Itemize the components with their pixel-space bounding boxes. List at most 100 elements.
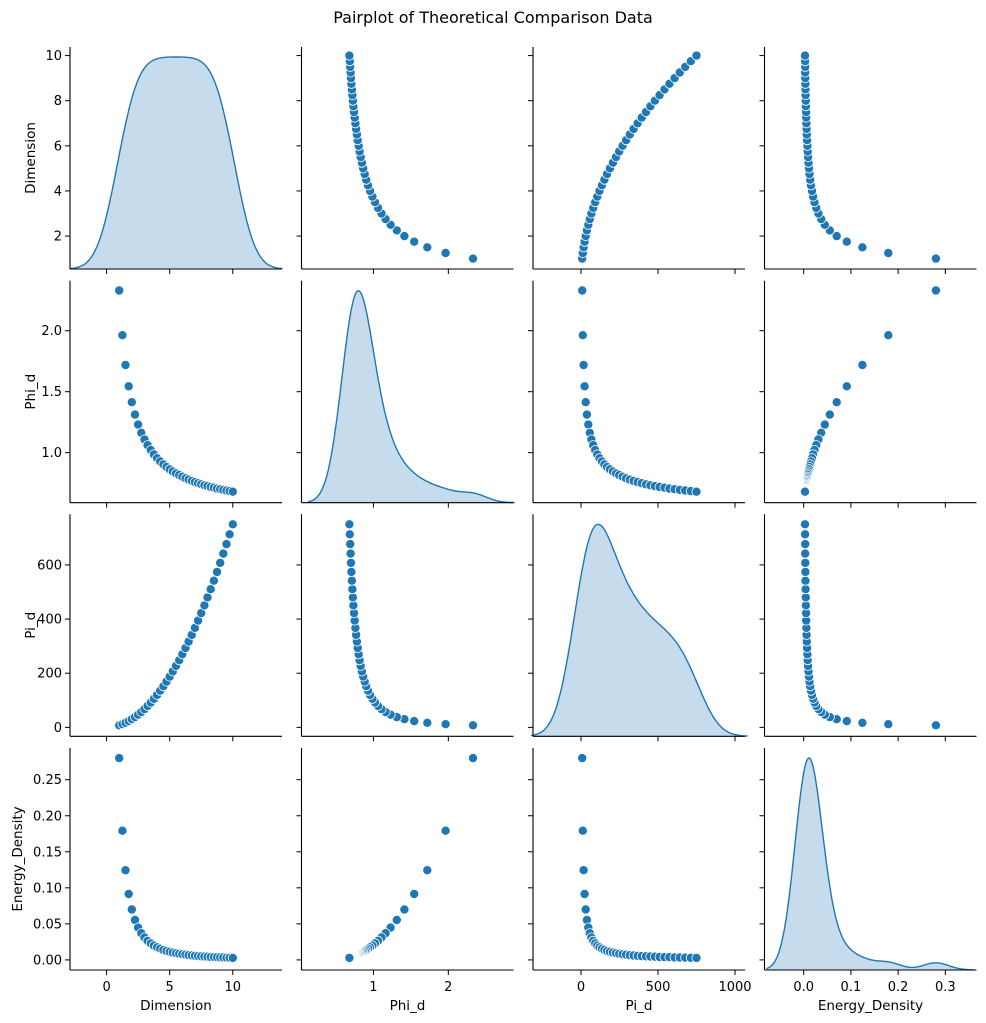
panel-Pi_d-vs-Phi_d bbox=[296, 514, 514, 742]
scatter-point bbox=[883, 247, 894, 258]
scatter-point bbox=[577, 285, 588, 296]
scatter-point bbox=[579, 381, 590, 392]
y-tick-label: 0 bbox=[54, 721, 62, 736]
scatter-point bbox=[581, 409, 592, 420]
scatter-point bbox=[883, 719, 894, 730]
scatter-point bbox=[583, 419, 594, 430]
y-tick-label: 0.05 bbox=[33, 917, 62, 932]
scatter-point bbox=[409, 236, 420, 247]
scatter-point bbox=[422, 242, 433, 253]
y-tick-label: 2.0 bbox=[41, 324, 62, 339]
scatter-point bbox=[800, 50, 811, 61]
scatter-point bbox=[440, 247, 451, 258]
y-tick-label: 1.5 bbox=[41, 385, 62, 400]
panel-Energy_Density-vs-Pi_d: 0 500 1000 bbox=[528, 748, 752, 995]
scatter-point bbox=[227, 519, 238, 530]
scatter-point bbox=[800, 519, 811, 530]
scatter-point bbox=[580, 397, 591, 408]
scatter-point bbox=[227, 486, 238, 497]
kde-line-Dimension bbox=[69, 56, 283, 270]
scatter-point bbox=[399, 904, 410, 915]
x-tick-label: 0.0 bbox=[793, 980, 814, 995]
scatter-point bbox=[120, 359, 131, 370]
scatter-point bbox=[577, 753, 588, 764]
panel-Phi_d-vs-Phi_d bbox=[296, 280, 515, 508]
y-axis-label-Pi_d: Pi_d bbox=[23, 612, 39, 639]
y-tick-label: 600 bbox=[37, 558, 62, 573]
y-tick-label: 0.15 bbox=[33, 845, 62, 860]
scatter-point bbox=[831, 231, 842, 242]
scatter-point bbox=[800, 584, 811, 595]
scatter-point bbox=[841, 716, 852, 727]
panel-Pi_d-vs-Dimension: 0 200 400 600 bbox=[37, 514, 282, 742]
scatter-point bbox=[205, 584, 216, 595]
scatter-point bbox=[578, 865, 589, 876]
scatter-point bbox=[211, 566, 222, 577]
scatter-point bbox=[117, 825, 128, 836]
scatter-point bbox=[346, 566, 357, 577]
x-axis-label-Phi_d: Phi_d bbox=[390, 998, 426, 1014]
scatter-point bbox=[857, 359, 868, 370]
scatter-point bbox=[800, 566, 811, 577]
y-tick-label: 10 bbox=[45, 49, 62, 64]
y-tick-label: 4 bbox=[54, 184, 62, 199]
scatter-point bbox=[347, 592, 358, 603]
scatter-point bbox=[399, 231, 410, 242]
y-axis-label-Dimension: Dimension bbox=[23, 122, 39, 194]
x-tick-label: 500 bbox=[646, 980, 671, 995]
scatter-point bbox=[691, 486, 702, 497]
scatter-point bbox=[422, 717, 433, 728]
y-tick-label: 1.0 bbox=[41, 446, 62, 461]
scatter-point bbox=[221, 539, 232, 550]
y-tick-label: 0.00 bbox=[33, 953, 62, 968]
y-tick-label: 6 bbox=[54, 139, 62, 154]
scatter-point bbox=[129, 409, 140, 420]
y-tick-label: 200 bbox=[37, 667, 62, 682]
scatter-point bbox=[577, 825, 588, 836]
scatter-point bbox=[440, 825, 451, 836]
scatter-point bbox=[344, 952, 355, 963]
scatter-point bbox=[578, 359, 589, 370]
kde-fill-Phi_d bbox=[307, 290, 515, 503]
scatter-point bbox=[467, 253, 478, 264]
scatter-point bbox=[120, 865, 131, 876]
scatter-point bbox=[800, 557, 811, 568]
scatter-point bbox=[800, 486, 811, 497]
kde-line-Energy_Density bbox=[766, 757, 975, 971]
panel-Dimension-vs-Dimension: 2 4 6 8 10 bbox=[45, 47, 283, 274]
scatter-point bbox=[126, 904, 137, 915]
scatter-point bbox=[467, 720, 478, 731]
scatter-point bbox=[123, 889, 134, 900]
kde-fill-Energy_Density bbox=[766, 758, 975, 970]
x-tick-label: 0 bbox=[577, 980, 585, 995]
scatter-point bbox=[577, 330, 588, 341]
scatter-point bbox=[691, 50, 702, 61]
x-tick-label: 2 bbox=[444, 980, 452, 995]
y-tick-label: 0.20 bbox=[33, 809, 62, 824]
scatter-point bbox=[345, 539, 356, 550]
y-axis-label-Phi_d: Phi_d bbox=[23, 374, 39, 410]
x-tick-label: 0.1 bbox=[841, 980, 862, 995]
scatter-point bbox=[841, 236, 852, 247]
scatter-point bbox=[800, 529, 811, 540]
kde-fill-Dimension bbox=[69, 57, 283, 269]
x-tick-label: 0.3 bbox=[935, 980, 956, 995]
kde-line-Pi_d bbox=[530, 523, 748, 737]
scatter-point bbox=[857, 717, 868, 728]
scatter-point bbox=[215, 557, 226, 568]
scatter-point bbox=[824, 409, 835, 420]
x-tick-label: 10 bbox=[225, 980, 242, 995]
scatter-point bbox=[857, 242, 868, 253]
scatter-point bbox=[114, 753, 125, 764]
scatter-point bbox=[841, 381, 852, 392]
y-tick-label: 0.10 bbox=[33, 881, 62, 896]
scatter-point bbox=[391, 225, 402, 236]
scatter-point bbox=[800, 575, 811, 586]
y-tick-label: 2 bbox=[54, 230, 62, 245]
panels: 2468101.01.52.002004006000.000.050.100.1… bbox=[10, 47, 977, 1014]
panel-Dimension-vs-Energy_Density bbox=[759, 47, 977, 274]
x-axis-label-Dimension: Dimension bbox=[140, 998, 212, 1014]
scatter-point bbox=[344, 529, 355, 540]
panel-Dimension-vs-Phi_d bbox=[296, 47, 514, 274]
panel-Phi_d-vs-Dimension: 1.0 1.5 2.0 bbox=[41, 280, 282, 508]
